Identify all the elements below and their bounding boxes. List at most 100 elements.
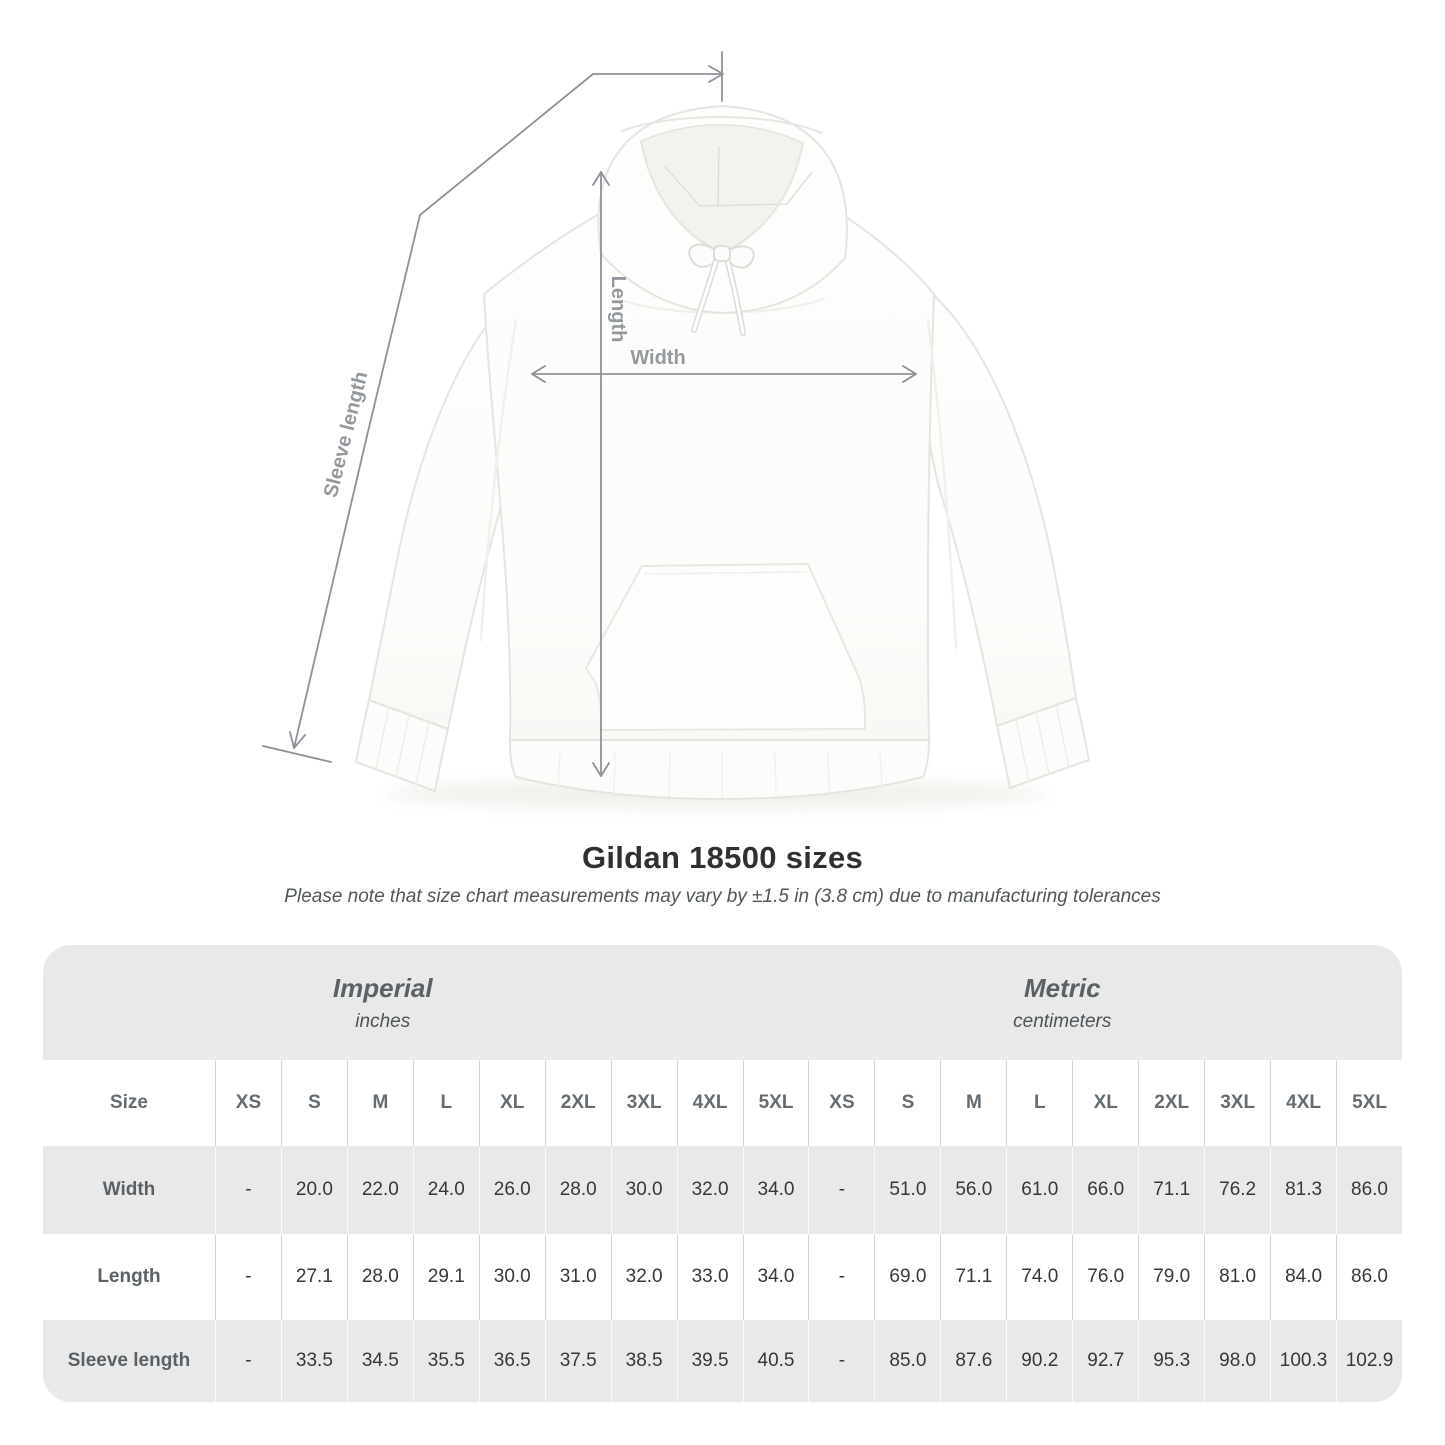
size-column-header: Size	[109, 1092, 149, 1113]
size-header: L	[412, 1060, 479, 1146]
size-header: M	[346, 1060, 413, 1146]
size-header: XS	[215, 1060, 281, 1146]
table-cell: -	[215, 1234, 281, 1320]
table-cell: -	[215, 1320, 281, 1402]
table-cell: 90.2	[1006, 1320, 1072, 1402]
table-cell: 76.0	[1072, 1234, 1138, 1320]
row-label: Length	[97, 1266, 161, 1287]
imperial-title: Imperial	[332, 972, 433, 1003]
table-cell: 95.3	[1138, 1320, 1204, 1402]
table-cell: 98.0	[1204, 1320, 1270, 1402]
table-cell: 61.0	[1006, 1146, 1072, 1234]
table-cell: 26.0	[478, 1146, 545, 1234]
table-cell: 69.0	[874, 1234, 940, 1320]
table-cell: 74.0	[1006, 1234, 1072, 1320]
width-arrowhead-right	[902, 365, 917, 383]
table-cell: 71.1	[940, 1234, 1006, 1320]
size-header: 3XL	[610, 1060, 677, 1146]
size-header-row: Size XS S M L XL 2XL 3XL 4XL 5XL XS S M …	[43, 1060, 1402, 1146]
table-cell: 32.0	[676, 1146, 743, 1234]
sleeve-length-label: Sleeve length	[320, 369, 373, 499]
length-arrowhead-bottom	[592, 762, 610, 777]
width-arrowhead-left	[531, 365, 546, 383]
pocket-seam	[644, 571, 807, 575]
table-cell: 84.0	[1270, 1234, 1336, 1320]
table-cell: 34.5	[346, 1320, 413, 1402]
table-cell: 32.0	[610, 1234, 677, 1320]
sleeve-length-tick-bottom	[262, 745, 332, 763]
tolerance-note: Please note that size chart measurements…	[284, 886, 1161, 907]
table-cell: 30.0	[478, 1234, 545, 1320]
page-title: Gildan 18500 sizes	[581, 840, 864, 875]
table-cell: -	[808, 1146, 874, 1234]
length-row: Length - 27.1 28.0 29.1 30.0 31.0 32.0 3…	[43, 1234, 1402, 1320]
metric-unit: centimeters	[1013, 1010, 1112, 1032]
table-cell: 20.0	[280, 1146, 347, 1234]
size-header: 2XL	[1138, 1060, 1204, 1146]
table-cell: -	[215, 1146, 281, 1234]
table-cell: 33.0	[676, 1234, 743, 1320]
table-cell: 37.5	[544, 1320, 611, 1402]
hoodie-measurement-diagram: Width Length Sleeve length	[262, 51, 1090, 809]
drawstring-cord-left-highlight	[692, 256, 719, 332]
table-cell: 100.3	[1270, 1320, 1336, 1402]
unit-group-header: Imperial inches Metric centimeters	[43, 945, 1402, 1060]
sleeve-length-arrowhead-bottom	[289, 731, 306, 749]
table-cell: 40.5	[742, 1320, 809, 1402]
drawstring-knot	[713, 245, 731, 262]
table-cell: -	[808, 1320, 874, 1402]
length-label: Length	[607, 276, 629, 343]
row-label: Width	[102, 1179, 156, 1200]
table-cell: 35.5	[412, 1320, 479, 1402]
table-cell: 86.0	[1336, 1146, 1402, 1234]
metric-title: Metric	[1023, 972, 1101, 1003]
kangaroo-pocket	[585, 563, 866, 731]
size-header: S	[280, 1060, 347, 1146]
size-header: 4XL	[1270, 1060, 1336, 1146]
hem-ribs	[557, 749, 883, 798]
width-label: Width	[630, 347, 685, 369]
left-cuff-ribs	[375, 706, 430, 785]
table-cell: 36.5	[478, 1320, 545, 1402]
hood-interior-seams	[664, 146, 813, 207]
table-cell: 28.0	[346, 1234, 413, 1320]
table-cell: 102.9	[1336, 1320, 1402, 1402]
table-cell: 22.0	[346, 1146, 413, 1234]
right-cuff-ribs	[1015, 704, 1070, 782]
imperial-group-header: Imperial inches	[43, 945, 723, 1060]
sleeve-length-row: Sleeve length - 33.5 34.5 35.5 36.5 37.5…	[43, 1320, 1402, 1402]
table-cell: 81.0	[1204, 1234, 1270, 1320]
table-cell: 79.0	[1138, 1234, 1204, 1320]
table-cell: 81.3	[1270, 1146, 1336, 1234]
size-header: XL	[478, 1060, 545, 1146]
size-header: XL	[1072, 1060, 1138, 1146]
table-cell: 66.0	[1072, 1146, 1138, 1234]
imperial-unit: inches	[355, 1010, 411, 1032]
sleeve-length-arrowhead-top	[708, 65, 724, 83]
table-cell: 39.5	[676, 1320, 743, 1402]
table-cell: 92.7	[1072, 1320, 1138, 1402]
table-cell: 27.1	[280, 1234, 347, 1320]
table-cell: 86.0	[1336, 1234, 1402, 1320]
table-cell: 71.1	[1138, 1146, 1204, 1234]
size-header: 5XL	[742, 1060, 809, 1146]
size-header: XS	[808, 1060, 874, 1146]
table-cell: 30.0	[610, 1146, 677, 1234]
metric-group-header: Metric centimeters	[723, 945, 1403, 1060]
table-cell: 28.0	[544, 1146, 611, 1234]
size-table: Imperial inches Metric centimeters Size …	[43, 945, 1402, 1402]
size-header: 5XL	[1336, 1060, 1402, 1146]
hoodie-illustration	[355, 105, 1090, 800]
size-header: M	[940, 1060, 1006, 1146]
size-header: 4XL	[676, 1060, 743, 1146]
table-cell: 85.0	[874, 1320, 940, 1402]
sleeve-length-arrow	[293, 73, 724, 749]
drawstring-cord-right-highlight	[725, 256, 745, 335]
table-cell: 87.6	[940, 1320, 1006, 1402]
table-cell: 31.0	[544, 1234, 611, 1320]
size-header: S	[874, 1060, 940, 1146]
caption-block: Gildan 18500 sizes Please note that size…	[0, 840, 1445, 908]
table-cell: 34.0	[742, 1234, 809, 1320]
table-cell: 29.1	[412, 1234, 479, 1320]
